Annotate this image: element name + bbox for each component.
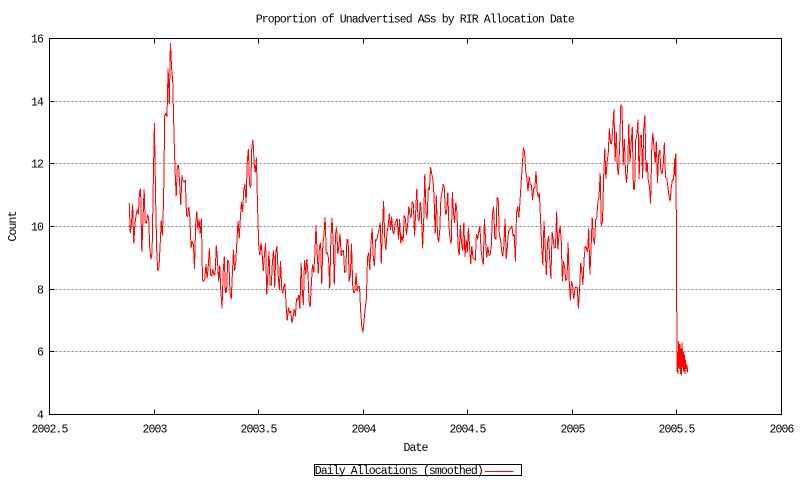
svg-text:Daily Allocations (smoothed): Daily Allocations (smoothed) [315, 465, 483, 478]
svg-text:2006: 2006 [769, 423, 794, 436]
svg-text:14: 14 [31, 97, 44, 110]
svg-text:Count: Count [7, 211, 20, 241]
svg-text:6: 6 [37, 347, 44, 360]
svg-text:Date: Date [403, 442, 428, 455]
svg-text:2002.5: 2002.5 [31, 423, 68, 436]
svg-text:16: 16 [31, 34, 44, 47]
svg-text:10: 10 [31, 222, 44, 235]
svg-text:12: 12 [31, 159, 44, 172]
svg-text:2005: 2005 [560, 423, 585, 436]
svg-text:8: 8 [37, 285, 44, 298]
svg-text:2003.5: 2003.5 [240, 423, 277, 436]
svg-text:2003: 2003 [142, 423, 167, 436]
svg-text:2005.5: 2005.5 [658, 423, 695, 436]
svg-text:Proportion of Unadvertised ASs: Proportion of Unadvertised ASs by RIR Al… [256, 13, 575, 26]
svg-text:2004.5: 2004.5 [449, 423, 486, 436]
svg-text:4: 4 [37, 410, 44, 423]
svg-text:2004: 2004 [351, 423, 376, 436]
